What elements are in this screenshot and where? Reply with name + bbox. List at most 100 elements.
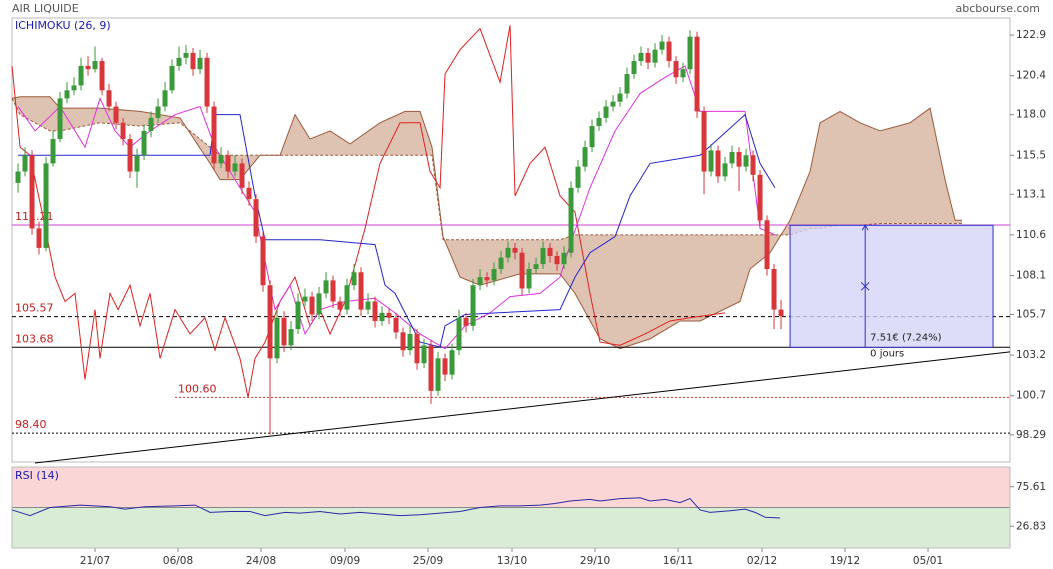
candle-body [582, 147, 588, 167]
candle-body [344, 285, 350, 310]
candle-body [547, 247, 553, 257]
candle-body [505, 247, 511, 258]
candle-body [50, 139, 56, 164]
indicator-line [11, 25, 726, 398]
candle-body [687, 36, 693, 70]
candle-body [603, 106, 609, 118]
candle-body [71, 85, 77, 91]
candle-body [379, 312, 385, 321]
candle-body [456, 317, 462, 351]
y-tick-label: 105.7 [1016, 308, 1046, 320]
rsi-line [11, 497, 781, 519]
candle-body [708, 150, 714, 172]
candle-body [190, 52, 196, 70]
candle-body [526, 268, 532, 289]
candle-body [393, 317, 399, 333]
candle-body [281, 317, 287, 346]
x-tick-label: 29/10 [580, 555, 610, 567]
y-tick-label: 120.4 [1016, 70, 1046, 82]
candle-body [211, 106, 217, 164]
candle-body [701, 111, 707, 172]
candle-body [197, 57, 203, 70]
candle-body [512, 247, 518, 253]
y-tick-label: 100.7 [1016, 390, 1046, 402]
candle-body [134, 155, 140, 172]
level-label: 98.40 [15, 418, 47, 431]
x-tick-label: 24/08 [246, 555, 276, 567]
candle-body [358, 272, 364, 310]
candle-body [638, 52, 644, 62]
candle-body [169, 65, 175, 91]
x-tick-label: 19/12 [830, 555, 860, 567]
measure-label: 7.51€ (7.24%) [870, 332, 941, 343]
candle-body [463, 317, 469, 326]
candle-body [449, 350, 455, 375]
candle-body [652, 49, 658, 63]
candle-body [183, 52, 189, 58]
candle-body [204, 57, 210, 107]
candle-body [365, 301, 371, 310]
trendline [34, 351, 1011, 464]
measure-sublabel: 0 jours [870, 348, 904, 359]
candle-body [575, 166, 581, 188]
candle-body [99, 61, 105, 91]
candle-body [736, 152, 742, 167]
y-tick-label: 122.9 [1016, 29, 1046, 41]
candle-body [729, 152, 735, 164]
candle-body [253, 199, 259, 237]
candle-body [43, 163, 49, 248]
candle-body [442, 358, 448, 375]
upper-zone [12, 467, 1010, 508]
candle-body [288, 329, 294, 346]
level-label: 100.60 [178, 382, 217, 395]
candle-body [470, 285, 476, 326]
candle-body [78, 65, 84, 86]
y-tick-label: 98.29 [1016, 429, 1046, 441]
candle-body [666, 41, 672, 62]
candle-body [743, 155, 749, 167]
candle-body [113, 106, 119, 123]
candle-body [596, 117, 602, 127]
candle-body [29, 155, 35, 229]
candle-body [337, 301, 343, 310]
candle-body [148, 117, 154, 131]
candle-body [246, 187, 252, 200]
candle-body [155, 106, 161, 118]
y-tick-label: 110.6 [1016, 229, 1046, 241]
candle-body [372, 301, 378, 321]
candle-body [176, 57, 182, 66]
candle-body [400, 332, 406, 351]
candle-body [715, 150, 721, 177]
candle-body [316, 293, 322, 315]
candle-body [659, 41, 665, 50]
price-frame [11, 17, 1011, 463]
candle-body [64, 90, 70, 99]
candle-body [568, 187, 574, 253]
candle-body [624, 74, 630, 94]
rsi-title: RSI (14) [15, 469, 59, 482]
candle-body [610, 101, 616, 107]
x-tick-label: 21/07 [80, 555, 110, 567]
x-tick-label: 06/08 [163, 555, 193, 567]
candle-body [498, 257, 504, 269]
x-tick-label: 13/10 [497, 555, 527, 567]
candle-body [302, 296, 308, 302]
indicator-label: ICHIMOKU (26, 9) [15, 19, 111, 32]
candle-body [491, 268, 497, 281]
level-label: 105.57 [15, 302, 54, 315]
candle-body [85, 65, 91, 70]
candle-body [589, 126, 595, 148]
candle-body [225, 155, 231, 172]
candle-body [421, 345, 427, 364]
rsi-frame [11, 466, 1011, 549]
lower-zone [12, 507, 1010, 548]
candle-body [141, 130, 147, 156]
candle-body [127, 139, 133, 172]
cloud-fill [12, 96, 963, 349]
candle-body [750, 155, 756, 175]
candle-body [386, 312, 392, 318]
y-tick-label: 118.0 [1016, 109, 1046, 121]
candle-body [218, 155, 224, 164]
candle-body [120, 122, 126, 140]
